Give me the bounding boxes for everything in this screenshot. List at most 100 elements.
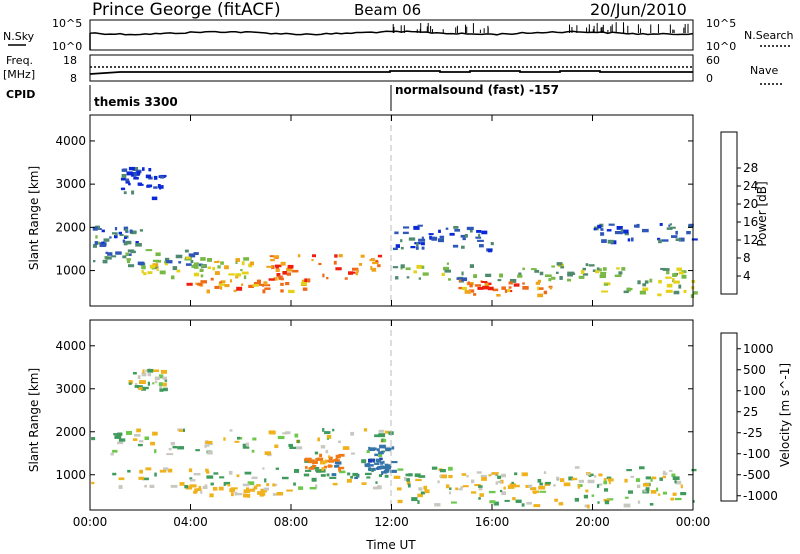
velocity-cell <box>137 443 143 447</box>
velocity-cell <box>378 474 382 478</box>
power-cell <box>193 262 198 265</box>
velocity-cell <box>145 467 152 471</box>
power-cell <box>475 236 482 239</box>
velocity-cell <box>311 477 317 482</box>
velocity-cell <box>583 494 588 499</box>
power-cell <box>129 229 133 233</box>
velocity-cell <box>450 501 457 504</box>
nave-tick-bottom: 0 <box>706 72 713 85</box>
power-cell <box>459 279 462 283</box>
velocity-cell <box>574 466 580 469</box>
power-cell <box>395 244 400 248</box>
velocity-cell <box>253 485 258 490</box>
velocity-cell <box>478 485 483 488</box>
power-cell <box>149 264 156 269</box>
velocity-cell <box>366 450 370 454</box>
power-cell <box>402 231 409 235</box>
velocity-cell <box>242 446 250 449</box>
velocity-cell <box>322 428 325 432</box>
velocity-cell <box>137 375 141 380</box>
velocity-cell <box>489 500 496 504</box>
velocity-cell <box>154 380 158 384</box>
velocity-cell <box>680 484 683 489</box>
power-cell <box>614 231 622 235</box>
velocity-cell <box>134 385 139 388</box>
velocity-cell <box>476 471 482 474</box>
velocity-cell <box>243 489 250 493</box>
power-cell <box>122 255 127 259</box>
power-cell <box>428 233 434 236</box>
power-cell <box>675 238 682 242</box>
velocity-cell <box>521 472 528 477</box>
velocity-cell <box>606 476 612 480</box>
power-cell <box>344 277 348 280</box>
velocity-cell <box>406 478 410 482</box>
power-cell <box>408 237 416 241</box>
nsky-frame <box>89 19 694 51</box>
velocity-cell <box>339 470 346 474</box>
power-cell <box>467 281 470 285</box>
power-cell <box>125 228 129 232</box>
power-cell <box>522 286 529 290</box>
velocity-cell <box>139 469 143 474</box>
power-cell <box>666 283 673 288</box>
velocity-cell <box>245 442 249 447</box>
nsearch-tick-top: 10^5 <box>706 17 736 30</box>
velocity-cell <box>431 466 438 470</box>
velocity-cell <box>378 433 386 438</box>
velocity-cell <box>251 449 255 453</box>
power-cell <box>623 290 629 294</box>
velocity-cell <box>196 488 202 492</box>
freq-tick-bottom: 8 <box>70 72 77 85</box>
velocity-cell <box>504 499 510 502</box>
power-cell <box>280 289 284 293</box>
power-cell <box>141 270 144 274</box>
velocity-cell <box>144 436 149 441</box>
power-cell <box>230 279 233 283</box>
velocity-cell <box>584 504 590 508</box>
velocity-cell <box>160 369 167 374</box>
velocity-cell <box>209 493 214 498</box>
velocity-cell <box>539 482 543 486</box>
velocity-cell <box>383 438 387 443</box>
power-cell <box>125 178 130 182</box>
velocity-cell <box>574 497 579 502</box>
power-cell <box>626 287 631 292</box>
power-cell <box>461 271 464 276</box>
velocity-cell <box>163 382 167 387</box>
power-cell <box>452 244 459 248</box>
velocity-cell <box>439 475 442 478</box>
power-cell <box>118 231 122 235</box>
power-cell <box>126 171 133 176</box>
nave-label: Nave <box>750 64 778 77</box>
cpid-panel: CPID themis 3300 normalsound (fast) -157 <box>6 83 559 111</box>
velocity-cell <box>381 471 384 476</box>
velocity-cell <box>188 468 193 473</box>
power-cell <box>128 264 135 268</box>
velocity-cell <box>497 475 502 479</box>
power-cell <box>458 286 464 290</box>
velocity-cell <box>177 446 184 450</box>
velocity-cell <box>321 467 325 471</box>
velocity-cell <box>296 446 303 450</box>
power-cell <box>592 269 597 272</box>
power-cell <box>297 254 301 258</box>
power-cell <box>551 265 555 268</box>
velocity-cell <box>692 500 695 503</box>
velocity-cell <box>645 487 650 492</box>
velocity-cell <box>139 380 146 385</box>
velocity-cell <box>568 476 574 481</box>
velocity-cell <box>526 501 532 505</box>
power-cell <box>487 286 494 291</box>
power-cell <box>606 229 612 232</box>
power-cell <box>421 265 425 269</box>
velocity-cell <box>118 477 125 481</box>
velocity-cell <box>350 431 355 436</box>
freq-panel: Freq. [MHz] 18 8 60 0 Nave <box>3 54 782 85</box>
power-colorbar-frame <box>720 131 738 295</box>
power-cell <box>671 235 678 238</box>
velocity-colorbar-frame <box>720 332 738 502</box>
power-cell <box>188 253 196 258</box>
velocity-cell <box>324 459 328 464</box>
velocity-cell <box>133 372 137 375</box>
